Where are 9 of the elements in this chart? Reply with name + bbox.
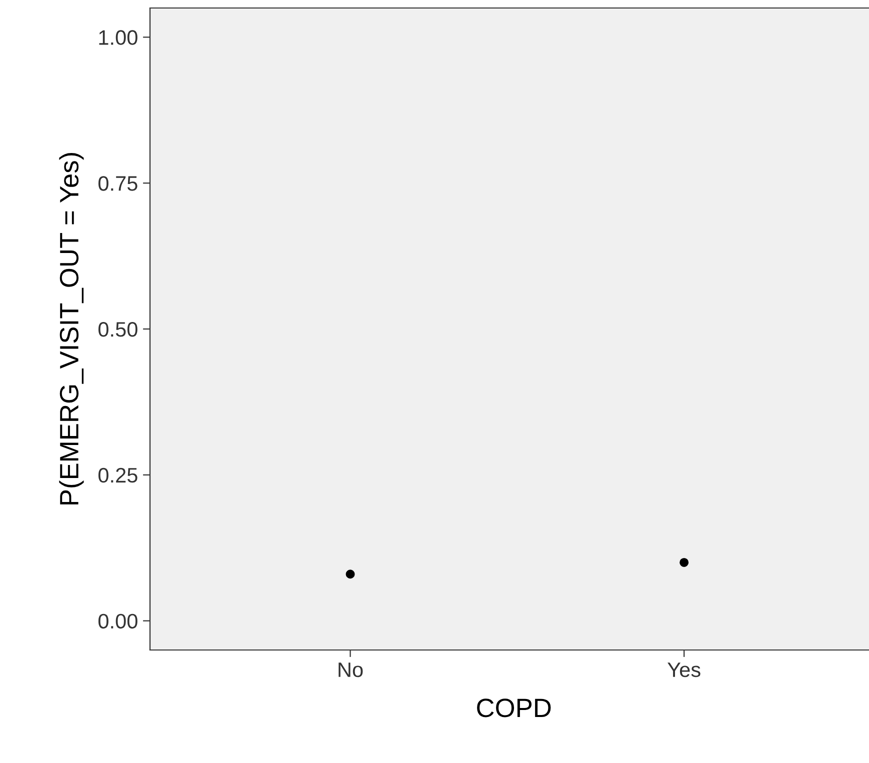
y-tick-label: 0.25 (98, 468, 138, 483)
y-axis-title: P(EMERG_VISIT_OUT = Yes) (59, 153, 84, 504)
y-tick-label: 0.75 (98, 176, 138, 191)
x-axis-title: COPD (477, 698, 551, 718)
y-tick-label: 0.00 (98, 614, 138, 629)
x-tick-label: Yes (668, 662, 700, 678)
y-tick-label: 0.50 (98, 322, 138, 337)
y-tick-label: 1.00 (99, 30, 138, 45)
x-tick-label: No (338, 662, 363, 678)
